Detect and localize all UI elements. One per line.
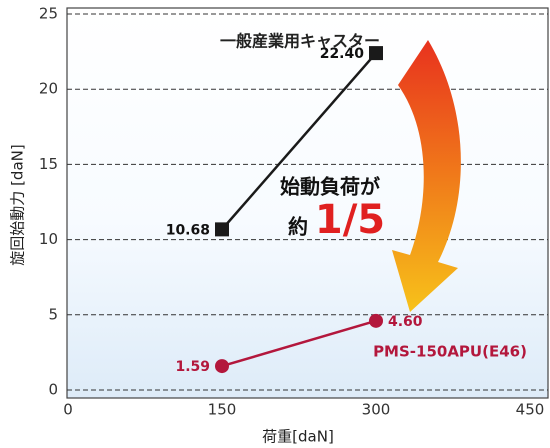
y-tick-label: 25 (39, 5, 58, 23)
series-label: PMS-150APU(E46) (373, 343, 527, 361)
y-tick-label: 10 (39, 230, 58, 248)
marker (369, 313, 383, 328)
arrow (392, 40, 461, 312)
series-line (221, 52, 377, 231)
data-label: 1.59 (175, 359, 210, 375)
data-label: 10.68 (166, 222, 210, 238)
marker (369, 46, 383, 61)
y-axis-label: 旋回始動力 [daN] (9, 144, 27, 265)
annotation: 1/5 (315, 197, 385, 243)
data-label: 22.40 (320, 46, 365, 62)
y-tick-label: 20 (39, 80, 58, 98)
marker (215, 359, 229, 374)
x-tick-label: 150 (208, 401, 237, 419)
marker (215, 222, 229, 237)
y-tick-label: 5 (48, 305, 58, 323)
annotation: 約 (288, 215, 308, 239)
plot-frame (66, 7, 549, 399)
data-label: 4.60 (388, 314, 423, 330)
series-label: 一般産業用キャスター (220, 32, 380, 51)
x-tick-label: 0 (63, 401, 73, 419)
x-tick-label: 450 (516, 401, 545, 419)
x-tick-label: 300 (362, 401, 391, 419)
series-line (221, 319, 377, 368)
x-axis-label: 荷重[daN] (262, 428, 334, 446)
y-tick-label: 0 (48, 381, 58, 399)
annotation: 始動負荷が (280, 175, 380, 199)
y-tick-label: 15 (39, 155, 58, 173)
